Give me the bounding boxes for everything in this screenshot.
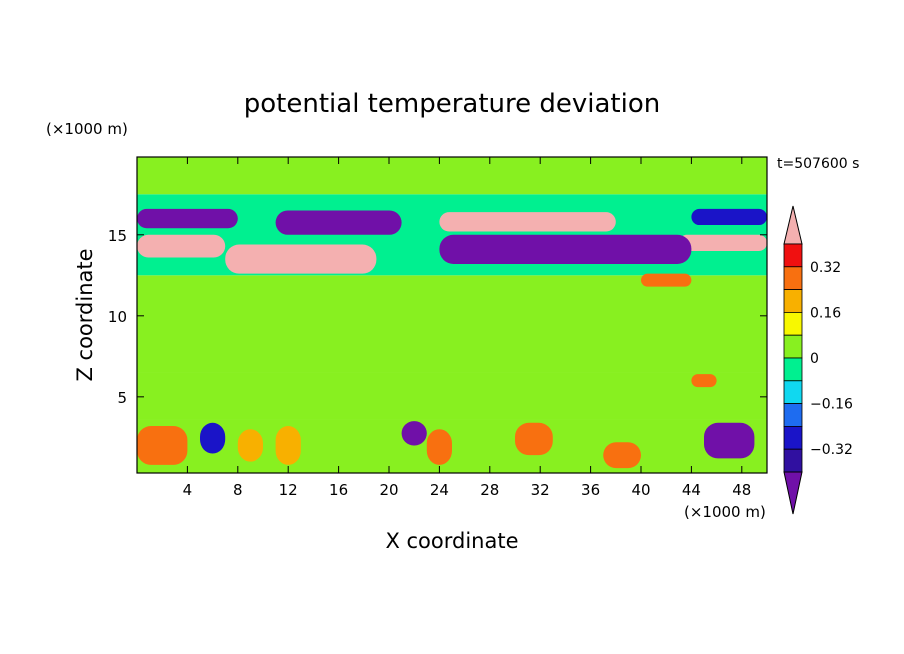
colorbar-segment bbox=[783, 266, 803, 290]
x-tick-label: 40 bbox=[631, 481, 650, 499]
x-tick-label: 32 bbox=[531, 481, 550, 499]
contour-region bbox=[275, 210, 402, 235]
x-axis: 4 8 12 16 20 24 28 32 36 40 44 48 bbox=[183, 157, 751, 499]
colorbar-segment bbox=[783, 311, 803, 336]
plot-area bbox=[137, 157, 767, 473]
x-tick-label: 28 bbox=[480, 481, 499, 499]
contour-region bbox=[137, 372, 767, 420]
y-unit-label: (×1000 m) bbox=[46, 120, 128, 138]
y-tick-label: 5 bbox=[117, 389, 127, 407]
x-tick-label: 8 bbox=[233, 481, 243, 499]
y-tick-label: 15 bbox=[108, 227, 127, 245]
x-tick-label: 48 bbox=[732, 481, 751, 499]
colorbar-tick-label: −0.32 bbox=[810, 442, 853, 458]
contour-region bbox=[137, 208, 238, 229]
colorbar-segment bbox=[783, 357, 803, 382]
contour-region bbox=[237, 429, 263, 462]
contour-region bbox=[137, 426, 188, 465]
contour-region bbox=[137, 234, 226, 258]
contour-region bbox=[439, 212, 616, 232]
x-unit-label: (×1000 m) bbox=[684, 503, 766, 521]
colorbar-extend-max bbox=[783, 205, 803, 245]
x-tick-label: 16 bbox=[329, 481, 348, 499]
colorbar-tick-label: 0.16 bbox=[810, 305, 841, 321]
contour-region bbox=[426, 429, 452, 465]
colorbar-extend-min bbox=[783, 471, 803, 515]
contour-region bbox=[137, 275, 767, 373]
colorbar-segment bbox=[783, 403, 803, 427]
y-axis: 5 10 15 bbox=[108, 227, 767, 407]
contour-region bbox=[515, 422, 553, 456]
contour-region bbox=[225, 244, 377, 274]
contour-region bbox=[641, 273, 692, 287]
colorbar-segment bbox=[783, 289, 803, 313]
colorbar-segment bbox=[783, 425, 803, 450]
time-label: t=507600 s bbox=[777, 156, 859, 172]
colorbar-segment bbox=[783, 380, 803, 404]
contour-region bbox=[439, 234, 692, 264]
contour-regions bbox=[137, 157, 767, 473]
colorbar-tick-label: 0 bbox=[810, 351, 819, 367]
x-tick-label: 4 bbox=[183, 481, 193, 499]
x-tick-label: 20 bbox=[379, 481, 398, 499]
chart-title: potential temperature deviation bbox=[244, 89, 660, 119]
contour-region bbox=[137, 157, 767, 195]
colorbar: 0.32 0.16 0 −0.16 −0.32 bbox=[783, 205, 853, 515]
contour-region bbox=[401, 421, 427, 446]
colorbar-segment bbox=[783, 334, 803, 359]
x-tick-label: 36 bbox=[581, 481, 600, 499]
contour-region bbox=[678, 234, 767, 251]
colorbar-segment bbox=[783, 243, 803, 268]
contour-region bbox=[200, 422, 226, 454]
x-tick-label: 12 bbox=[279, 481, 298, 499]
contour-region bbox=[704, 422, 755, 459]
plot-frame bbox=[136, 156, 768, 474]
x-tick-label: 24 bbox=[430, 481, 449, 499]
colorbar-tick-label: 0.32 bbox=[810, 260, 841, 276]
y-axis-label: Z coordinate bbox=[73, 248, 97, 381]
colorbar-segment bbox=[783, 448, 803, 473]
x-axis-label: X coordinate bbox=[385, 529, 518, 553]
contour-region bbox=[603, 442, 641, 469]
contour-region bbox=[691, 208, 767, 226]
x-tick-label: 44 bbox=[682, 481, 701, 499]
contour-region bbox=[275, 426, 301, 465]
contour-region bbox=[691, 374, 717, 388]
y-tick-label: 10 bbox=[108, 308, 127, 326]
colorbar-tick-label: −0.16 bbox=[810, 397, 853, 413]
